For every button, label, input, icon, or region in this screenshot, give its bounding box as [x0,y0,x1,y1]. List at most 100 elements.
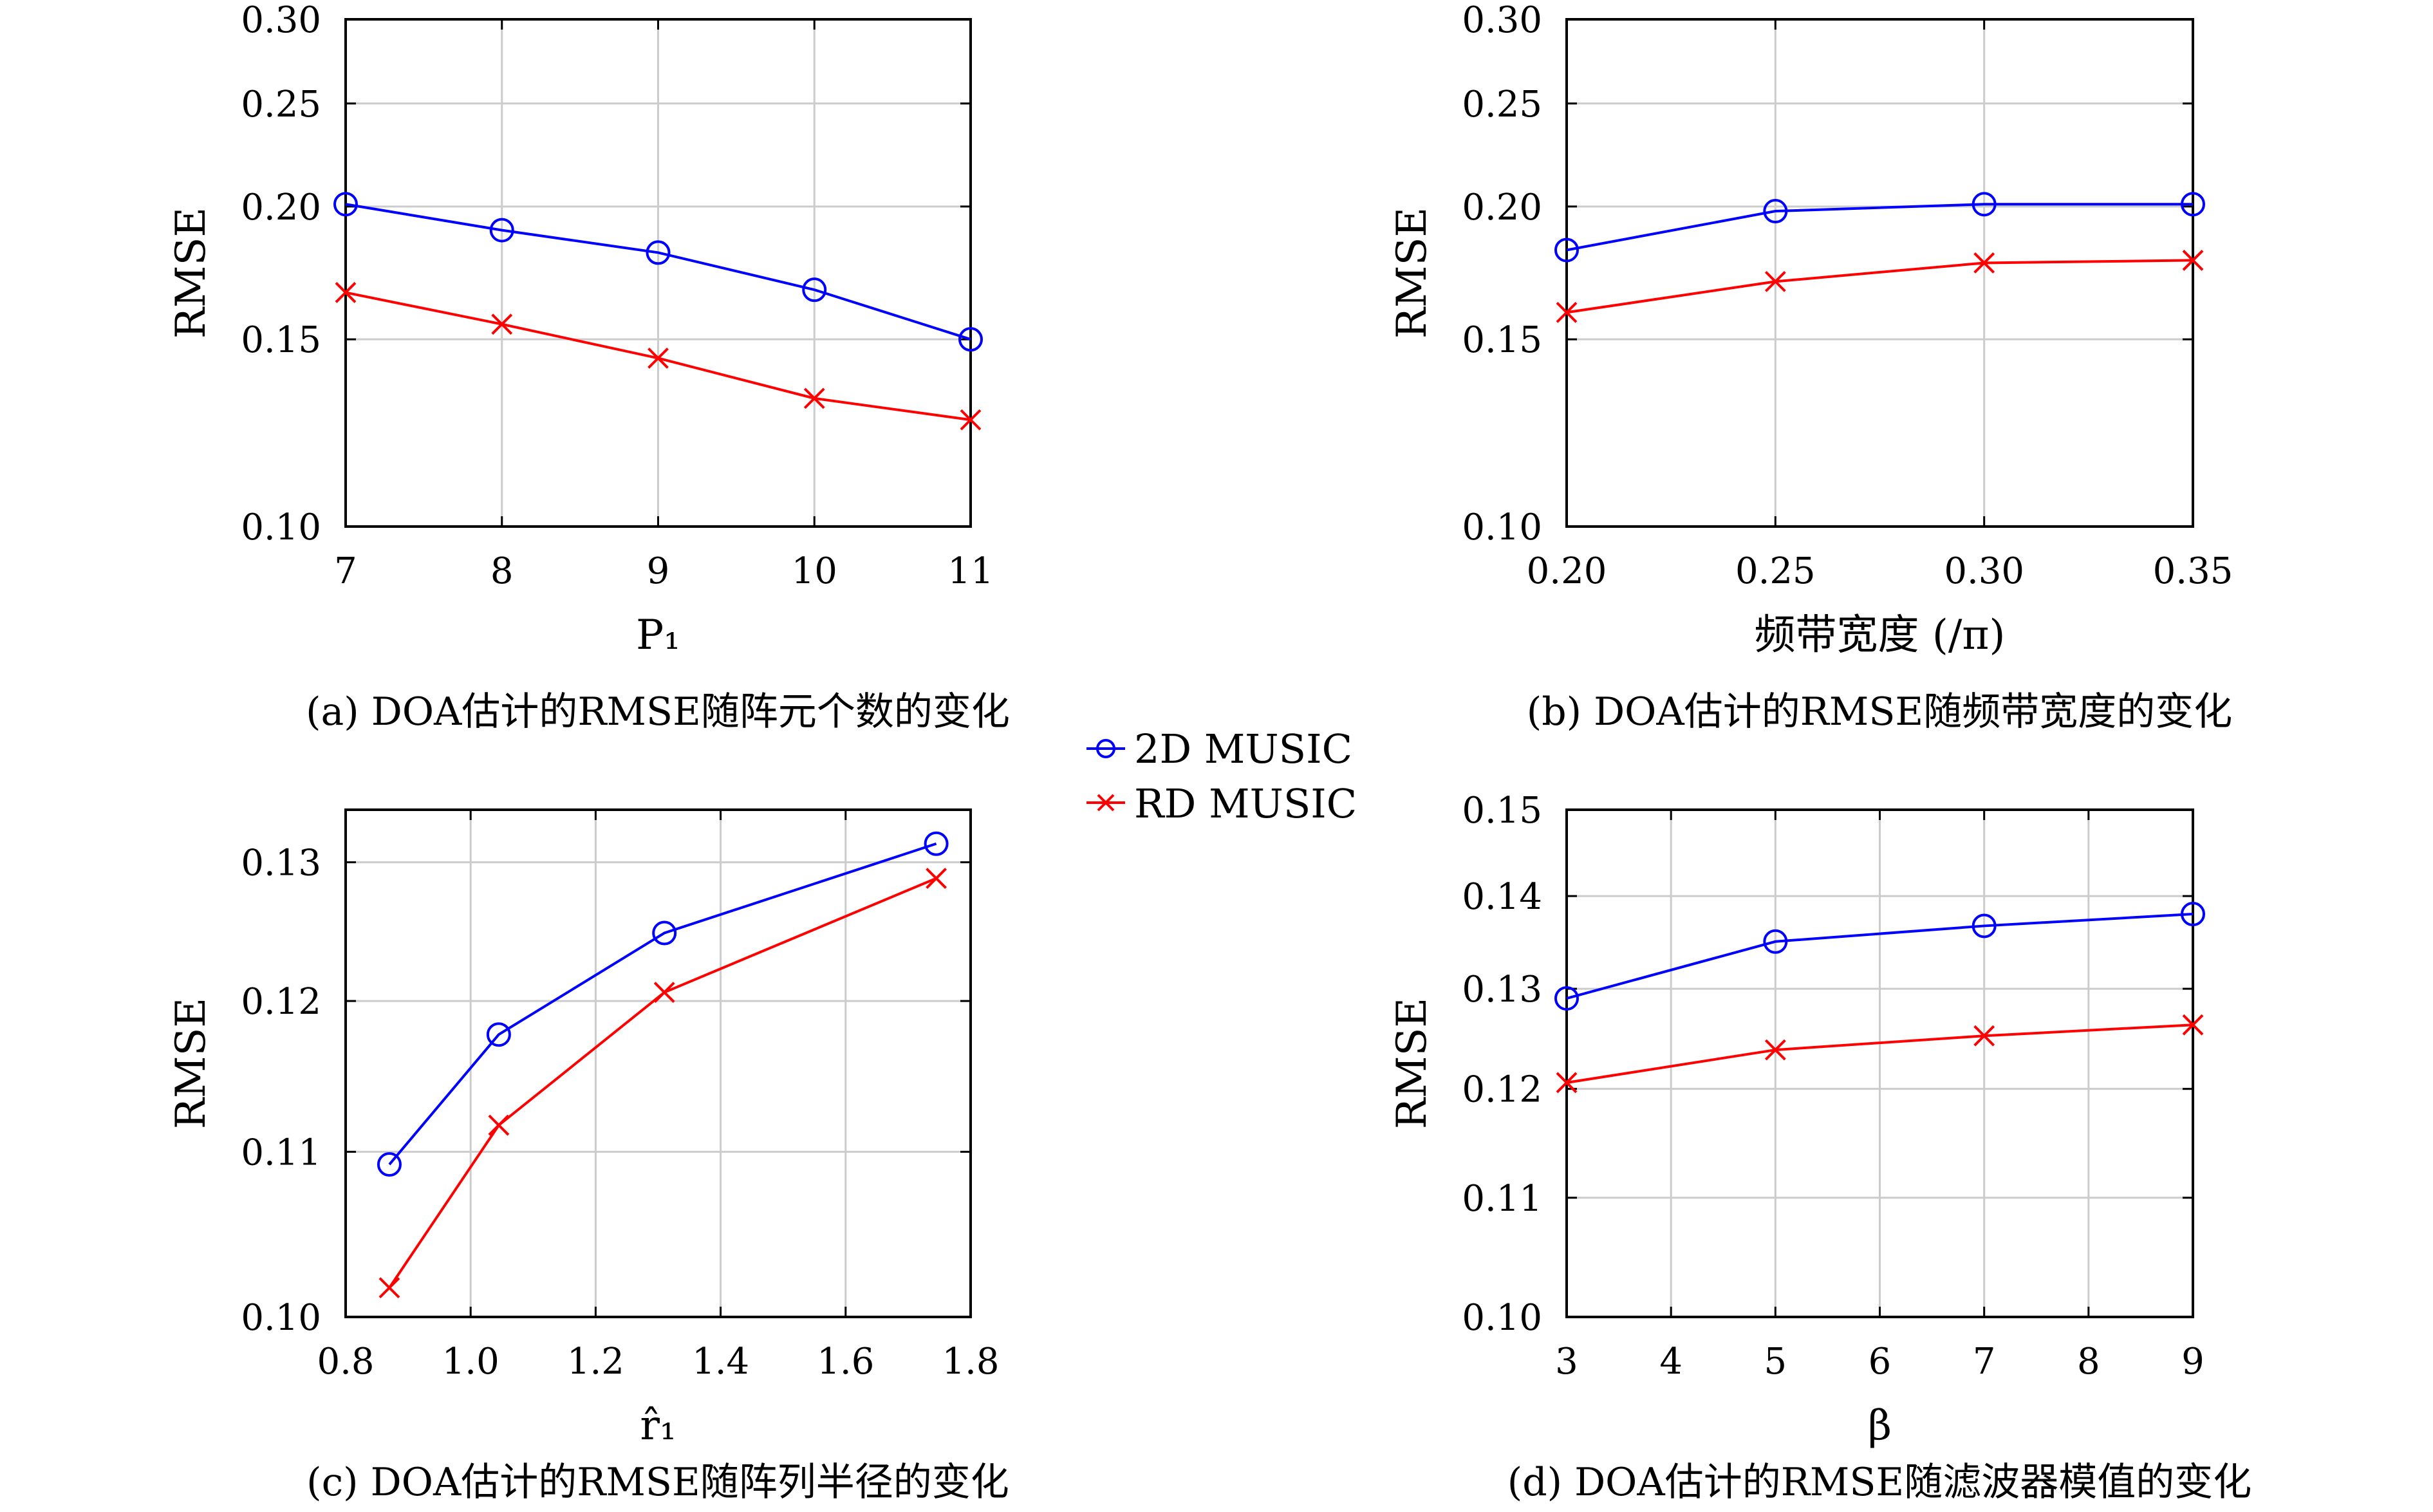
y-tick-label: 0.10 [241,507,321,548]
x-tick-label: 1.4 [692,1341,749,1383]
data-point-rd-music [1556,301,1578,323]
series-line-2d-music [1566,913,2194,1000]
y-tick-label: 0.15 [1462,790,1542,832]
series-line-2d-music [388,842,937,1166]
x-tick-label: 4 [1659,1341,1683,1383]
plot-frame [1565,18,2194,528]
y-tick-label: 0.12 [241,981,321,1023]
y-tick-label: 0.15 [1462,319,1542,361]
y-tick-label: 0.15 [241,319,321,361]
data-point-rd-music [491,313,513,335]
panel-c: 0.8 1.0 1.2 1.4 1.6 1.8 0.10 0.11 0.12 0.13 r̂₁ RMS… [167,808,1009,1505]
data-point-2d-music [1972,192,1997,217]
data-point-2d-music [1763,199,1788,224]
data-point-2d-music [489,218,514,243]
legend-marker-rd-music [1097,794,1115,812]
y-tick-label: 0.10 [1462,507,1542,548]
x-tick-label: 8 [2077,1341,2100,1383]
data-point-2d-music [1554,238,1579,263]
data-point-rd-music [2182,249,2204,271]
x-axis-label: 频带宽度 (/π) [1755,611,2006,659]
x-tick-label: 1.8 [942,1341,999,1383]
data-point-rd-music [378,1277,400,1299]
legend-label-2d-music: 2D MUSIC [1134,725,1352,772]
y-tick-label: 0.10 [1462,1297,1542,1339]
data-point-2d-music [646,240,671,265]
y-tick-label: 0.12 [1462,1069,1542,1111]
x-tick-label: 1.0 [442,1341,499,1383]
y-axis-label: RMSE [1388,207,1436,339]
data-point-rd-music [653,982,675,1003]
y-tick-label: 0.30 [1462,0,1542,41]
x-tick-label: 9 [647,550,670,592]
x-tick-label: 5 [1764,1341,1787,1383]
x-axis-label: β [1868,1402,1892,1450]
series-line-rd-music [1566,1023,2194,1084]
data-point-2d-music [652,920,677,946]
data-point-2d-music [333,192,358,217]
x-tick-label: 1.2 [567,1341,624,1383]
x-tick-label: 0.30 [1944,550,2024,592]
panel-caption: (b) DOA估计的RMSE随频带宽度的变化 [1527,689,2232,734]
y-tick-label: 0.11 [1462,1178,1542,1220]
data-point-rd-music [488,1114,510,1136]
data-point-rd-music [335,282,357,303]
y-tick-label: 0.20 [1462,187,1542,229]
data-point-2d-music [2181,902,2205,927]
y-tick-label: 0.10 [241,1297,321,1339]
series-line-2d-music [1566,203,2193,252]
data-point-2d-music [486,1022,511,1047]
data-point-2d-music [958,327,983,352]
data-point-2d-music [377,1152,402,1177]
y-axis-label: RMSE [167,998,215,1129]
y-tick-label: 0.13 [241,843,321,884]
x-tick-label: 10 [792,550,837,592]
x-tick-label: 7 [1973,1341,1996,1383]
data-point-rd-music [926,868,947,889]
data-point-2d-music [802,277,827,303]
x-tick-label: 9 [2181,1341,2205,1383]
y-tick-label: 0.14 [1462,876,1542,918]
y-axis-label: RMSE [167,207,215,339]
legend-label-rd-music: RD MUSIC [1134,780,1357,827]
data-point-rd-music [648,348,669,369]
panel-b: 0.20 0.25 0.30 0.35 0.10 0.15 0.20 0.25 0.30 频带宽度… [1388,0,2233,734]
data-point-rd-music [1764,1039,1786,1061]
data-point-rd-music [960,409,982,431]
panel-d: 3 4 5 6 7 8 9 0.10 0.11 0.12 0.13 0.14 0.15 β RMSE (d) … [1388,790,2251,1505]
data-point-rd-music [1556,1072,1578,1094]
x-axis-label: r̂₁ [640,1402,676,1450]
x-axis-label: P₁ [636,611,680,659]
series-line-rd-music [1566,259,2194,314]
x-tick-label: 0.8 [317,1341,374,1383]
data-point-2d-music [1972,913,1997,938]
series-line-2d-music [345,203,971,341]
panel-caption: (a) DOA估计的RMSE随阵元个数的变化 [306,689,1010,734]
x-tick-label: 0.35 [2153,550,2233,592]
panel-caption: (c) DOA估计的RMSE随阵列半径的变化 [306,1460,1009,1505]
x-tick-label: 6 [1869,1341,1892,1383]
x-tick-label: 0.25 [1735,550,1816,592]
plot-frame [344,808,972,1318]
data-point-rd-music [1973,1025,1995,1047]
data-point-2d-music [1763,929,1788,954]
panel-a: 7 8 9 10 11 0.10 0.15 0.20 0.25 0.30 P₁ RMSE (a) DOA… [167,0,1010,734]
data-point-rd-music [1764,270,1786,292]
y-tick-label: 0.25 [1462,84,1542,126]
data-point-rd-music [1973,252,1995,274]
y-tick-label: 0.13 [1462,969,1542,1011]
series-line-rd-music [388,877,937,1289]
data-point-2d-music [2181,192,2205,217]
legend: 2D MUSIC RD MUSIC [1086,725,1357,827]
y-axis-label: RMSE [1388,998,1436,1129]
data-point-2d-music [1554,986,1579,1011]
x-tick-label: 0.20 [1527,550,1607,592]
data-point-rd-music [803,387,825,409]
data-point-2d-music [924,831,949,856]
y-tick-label: 0.11 [241,1132,321,1173]
x-tick-label: 1.6 [817,1341,874,1383]
y-tick-label: 0.20 [241,187,321,229]
y-tick-label: 0.30 [241,0,321,41]
y-tick-label: 0.25 [241,84,321,126]
